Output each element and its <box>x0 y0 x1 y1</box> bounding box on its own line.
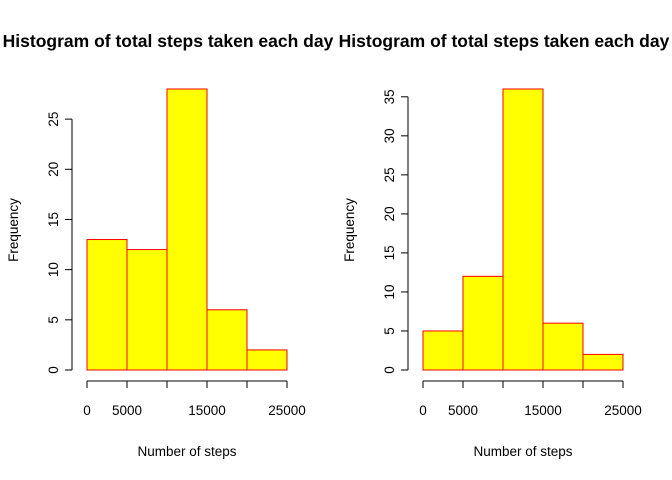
x-axis: 0 5000 15000 25000 <box>419 380 642 418</box>
histogram-panel-right: Histogram of total steps taken each day … <box>339 31 670 459</box>
histogram-bar <box>126 249 168 371</box>
y-tick-label: 35 <box>382 89 397 104</box>
histogram-bar <box>582 353 624 371</box>
histogram-bar <box>166 88 208 371</box>
y-tick-label: 20 <box>46 162 61 177</box>
x-axis: 0 5000 15000 25000 <box>83 380 306 418</box>
x-tick-label: 15000 <box>188 403 226 418</box>
x-tick-label: 0 <box>419 403 427 418</box>
histogram-bar <box>206 309 248 371</box>
y-tick-label: 15 <box>382 245 397 260</box>
bars <box>422 88 624 371</box>
y-tick-label: 10 <box>46 262 61 277</box>
y-tick-label: 15 <box>46 212 61 227</box>
chart-title: Histogram of total steps taken each day <box>339 31 670 51</box>
chart-title: Histogram of total steps taken each day <box>3 31 334 51</box>
x-tick-label: 0 <box>83 403 91 418</box>
x-tick-label: 15000 <box>524 403 562 418</box>
y-tick-label: 30 <box>382 128 397 143</box>
y-tick-label: 5 <box>46 316 61 324</box>
x-axis-label: Number of steps <box>137 444 236 459</box>
histogram-bar <box>86 239 128 371</box>
y-tick-label: 25 <box>382 167 397 182</box>
y-tick-label: 5 <box>382 327 397 335</box>
histogram-panel-left: Histogram of total steps taken each day … <box>3 31 334 459</box>
x-tick-label: 25000 <box>268 403 306 418</box>
y-tick-label: 25 <box>46 112 61 127</box>
y-axis-label: Frequency <box>6 198 21 262</box>
histogram-bar <box>462 275 504 371</box>
x-tick-label: 25000 <box>604 403 642 418</box>
y-tick-label: 0 <box>46 366 61 374</box>
histogram-bar <box>502 88 544 371</box>
y-axis: 0 5 10 15 20 25 <box>46 112 73 374</box>
bars <box>86 88 288 371</box>
x-axis-label: Number of steps <box>473 444 572 459</box>
y-axis-label: Frequency <box>342 198 357 262</box>
histogram-bar <box>246 349 288 371</box>
y-tick-label: 10 <box>382 284 397 299</box>
y-tick-label: 20 <box>382 206 397 221</box>
histogram-bar <box>422 330 464 371</box>
x-tick-label: 5000 <box>112 403 142 418</box>
histogram-bar <box>542 322 584 371</box>
y-tick-label: 0 <box>382 366 397 374</box>
y-axis: 0 5 10 15 20 25 30 35 <box>382 89 409 374</box>
x-tick-label: 5000 <box>448 403 478 418</box>
